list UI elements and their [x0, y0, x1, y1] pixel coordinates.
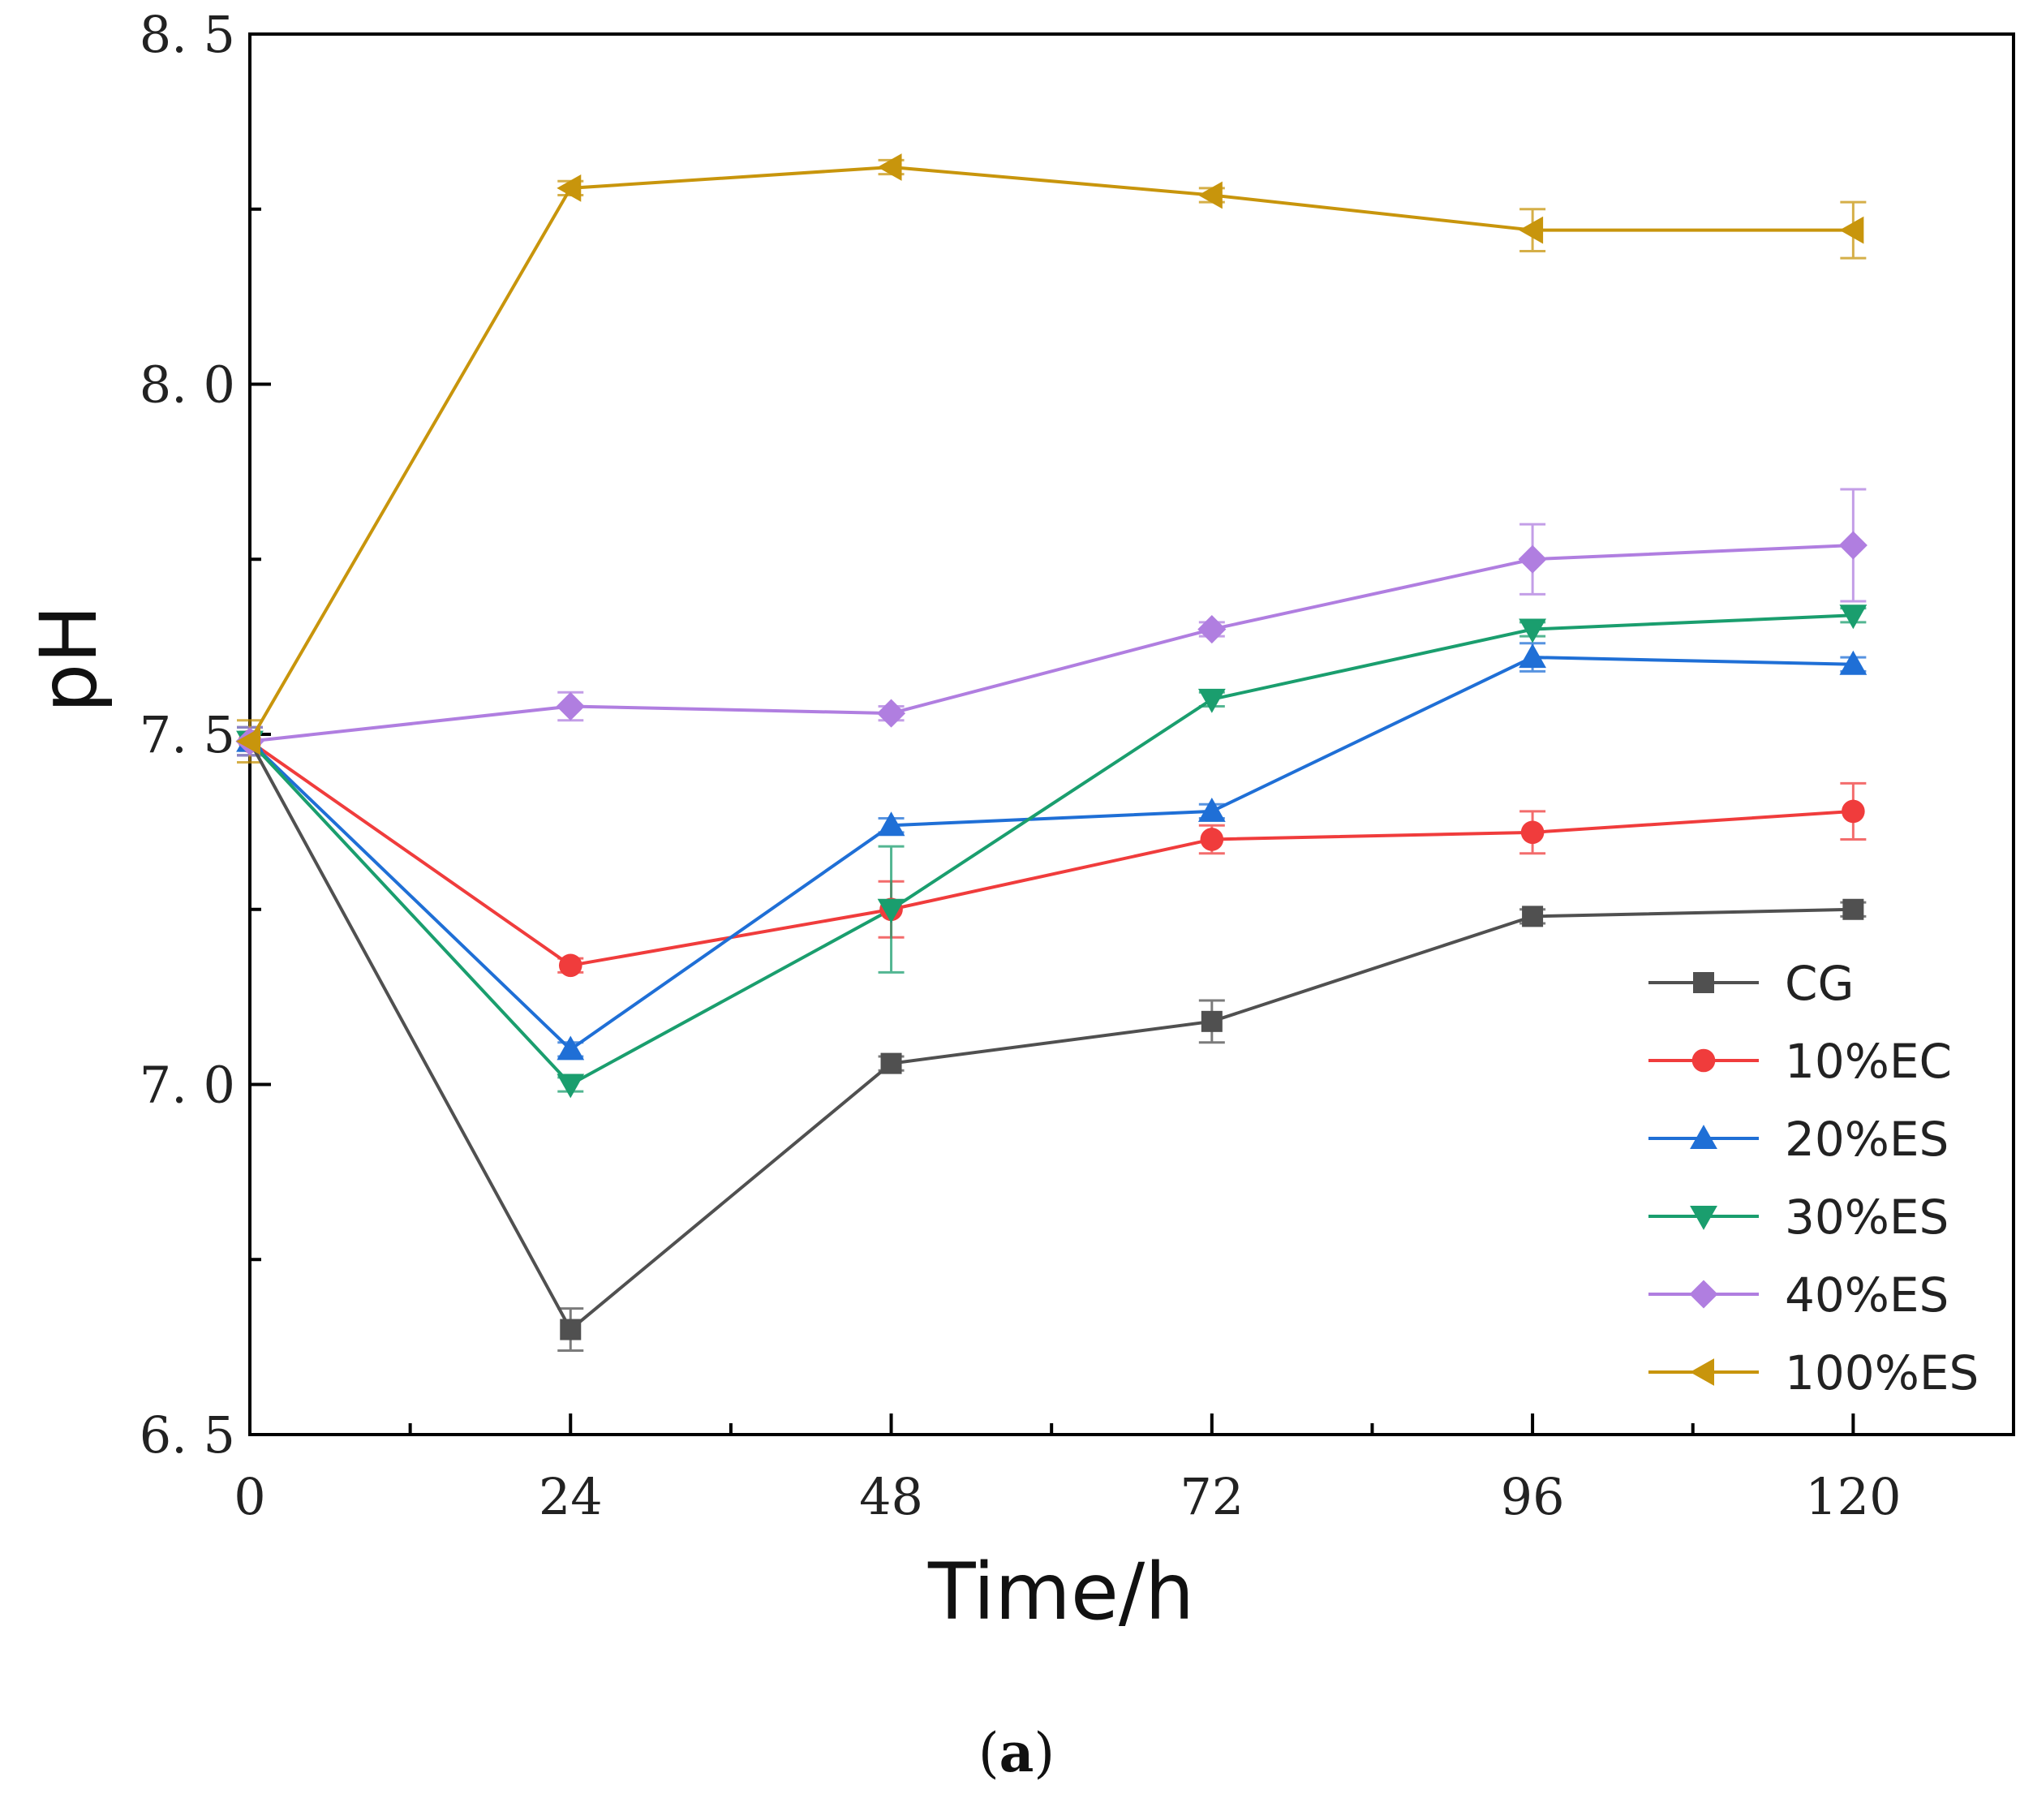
data-point-10%EC [1520, 820, 1545, 845]
legend-label: 30%ES [1785, 1190, 1949, 1245]
x-axis-title: Time/h [927, 1547, 1194, 1637]
y-tick-label: 8. 0 [140, 355, 235, 415]
data-point-30%ES [1197, 688, 1226, 713]
data-point-40%ES [876, 699, 906, 728]
data-point-30%ES [1839, 605, 1868, 630]
panel-label-open: ( [978, 1722, 999, 1784]
legend-item: 40%ES [1648, 1267, 1949, 1323]
data-point-20%ES [1839, 650, 1868, 675]
legend-item: 20%ES [1648, 1112, 1949, 1167]
y-tick-label: 8. 5 [140, 5, 235, 64]
error-bars [237, 158, 1867, 1352]
axes: 6. 5 7. 0 7. 5 8. 0 8. 5 0 24 48 72 96 120 [140, 5, 2015, 1526]
series-line-20%ES [248, 656, 1854, 1052]
legend-label: 20%ES [1785, 1112, 1949, 1167]
y-tick-label: 7. 0 [140, 1056, 235, 1115]
panel-label-letter: a [999, 1721, 1034, 1784]
y-tick-label: 7. 5 [140, 705, 235, 764]
data-point-100%ES [236, 727, 260, 755]
data-markers [235, 153, 1868, 1340]
data-point-100%ES [877, 153, 902, 181]
legend-marker [1690, 1358, 1714, 1386]
data-point-10%EC [1200, 828, 1224, 851]
data-point-20%ES [1519, 643, 1546, 669]
series-line-100%ES [248, 165, 1854, 742]
legend-marker [1693, 972, 1714, 993]
legend-label: 100%ES [1785, 1345, 1979, 1400]
legend-label: 40%ES [1785, 1267, 1949, 1323]
data-point-40%ES [1838, 531, 1868, 560]
data-point-20%ES [877, 811, 905, 837]
data-point-100%ES [1839, 216, 1864, 244]
legend-marker [1691, 1048, 1716, 1073]
legend-item: CG [1648, 956, 1854, 1011]
legend-label: 10%EC [1785, 1034, 1952, 1089]
data-point-10%EC [1842, 799, 1865, 824]
legend-marker [1690, 1206, 1717, 1230]
data-point-40%ES [1518, 544, 1547, 574]
data-point-30%ES [877, 898, 905, 923]
data-point-40%ES [556, 691, 585, 721]
legend-label: CG [1785, 956, 1854, 1011]
data-point-100%ES [1197, 181, 1223, 209]
x-tick-label: 72 [1180, 1467, 1244, 1526]
series-line-30%ES [248, 613, 1854, 1086]
data-point-40%ES [1197, 615, 1227, 644]
data-point-10%EC [558, 953, 582, 978]
data-point-20%ES [557, 1035, 585, 1061]
data-point-20%ES [1197, 798, 1226, 822]
data-point-30%ES [557, 1073, 585, 1099]
legend-item: 30%ES [1648, 1190, 1949, 1245]
data-point-CG [1201, 1010, 1223, 1032]
legend-item: 10%EC [1648, 1034, 1952, 1089]
x-tick-label: 0 [234, 1467, 265, 1526]
legend-marker [1689, 1280, 1718, 1309]
data-point-100%ES [1519, 216, 1544, 244]
series-lines [248, 165, 1854, 1332]
x-tick-label: 48 [859, 1467, 923, 1526]
x-tick-label: 120 [1805, 1467, 1901, 1526]
y-axis-title: pH [24, 605, 114, 712]
data-point-CG [1522, 906, 1544, 927]
data-point-100%ES [557, 174, 582, 202]
x-tick-label: 96 [1501, 1467, 1565, 1526]
data-point-30%ES [1519, 618, 1546, 643]
data-point-CG [880, 1052, 902, 1074]
legend: CG 10%EC 20%ES 30%ES 40%ES 100%ES [1648, 956, 1979, 1400]
legend-item: 100%ES [1648, 1345, 1979, 1400]
data-point-CG [560, 1319, 582, 1340]
series-line-40%ES [249, 543, 1854, 743]
series-line-10%EC [248, 739, 1854, 967]
series-line-CG [248, 740, 1854, 1332]
data-point-CG [1842, 898, 1864, 920]
panel-label: (a) [978, 1721, 1055, 1784]
x-tick-label: 24 [539, 1467, 603, 1526]
panel-label-close: ) [1034, 1722, 1055, 1784]
legend-marker [1690, 1125, 1717, 1149]
y-tick-label: 6. 5 [140, 1405, 235, 1465]
